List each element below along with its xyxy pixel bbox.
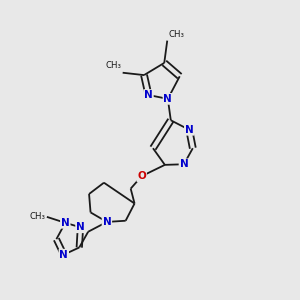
Text: CH₃: CH₃ bbox=[105, 61, 121, 70]
Text: N: N bbox=[164, 94, 172, 104]
Text: CH₃: CH₃ bbox=[29, 212, 45, 221]
Text: O: O bbox=[137, 171, 146, 181]
Text: N: N bbox=[185, 125, 194, 135]
Text: CH₃: CH₃ bbox=[169, 30, 185, 39]
Text: N: N bbox=[61, 218, 70, 228]
Text: N: N bbox=[103, 217, 111, 227]
Text: N: N bbox=[76, 222, 85, 232]
Text: N: N bbox=[59, 250, 68, 260]
Text: N: N bbox=[144, 90, 153, 100]
Text: N: N bbox=[179, 159, 188, 169]
